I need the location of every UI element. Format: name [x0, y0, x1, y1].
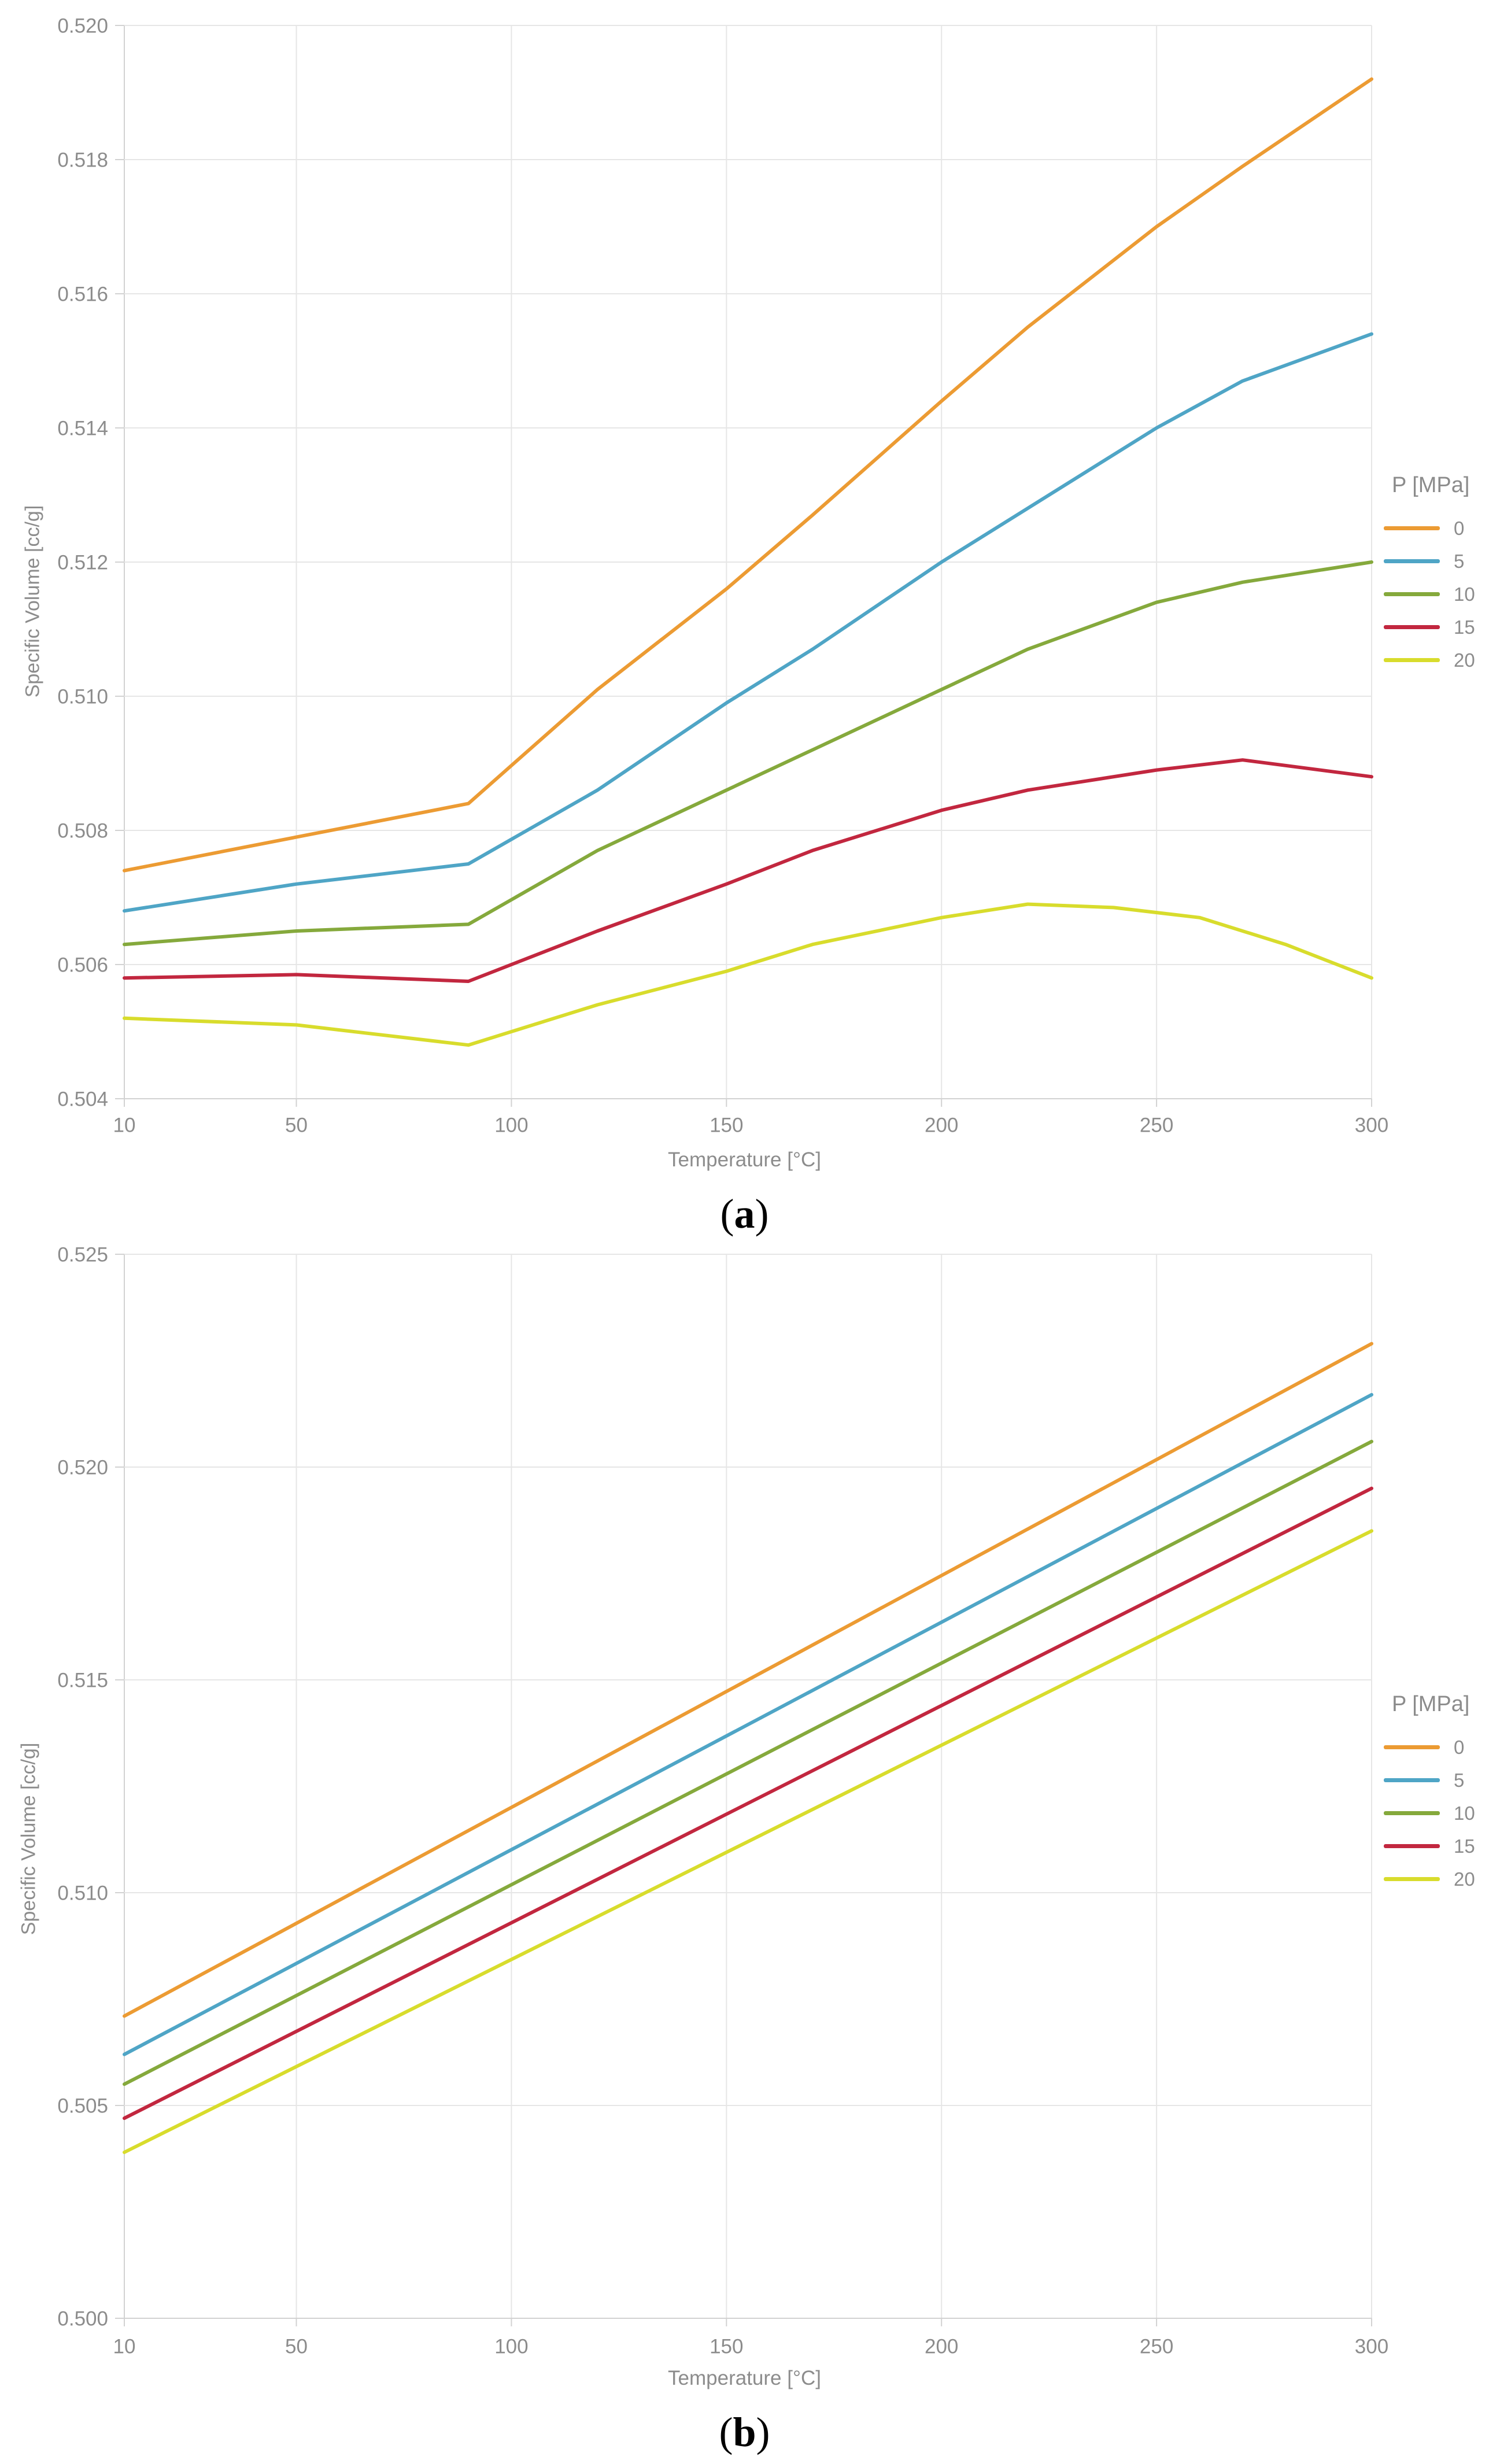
legend-swatch-icon: [1384, 658, 1440, 662]
legend-label: 15: [1454, 1835, 1475, 1857]
legend-item-20mpa: 20: [1378, 644, 1489, 677]
caption-b-post: ): [756, 2409, 770, 2455]
y-tick-label: 0.520: [57, 14, 108, 37]
y-tick-label: 0.518: [57, 149, 108, 171]
legend-label: 10: [1454, 583, 1475, 605]
caption-a-post: ): [755, 1191, 769, 1237]
x-tick-label: 100: [494, 2335, 528, 2358]
x-axis-title-b: Temperature [°C]: [668, 2367, 821, 2389]
y-tick-label: 0.514: [57, 417, 108, 439]
legend-swatch-icon: [1384, 1745, 1440, 1749]
legend-items-a: 0 5 10 15 20: [1378, 512, 1489, 677]
legend-label: 5: [1454, 550, 1465, 572]
caption-a-pre: (: [720, 1191, 734, 1237]
legend-items-b: 0 5 10 15 20: [1378, 1731, 1489, 1896]
caption-b-letter: b: [733, 2409, 756, 2455]
legend-item-0mpa: 0: [1378, 1731, 1489, 1764]
x-tick-label: 100: [494, 1114, 528, 1136]
caption-a: (a): [0, 1190, 1489, 1238]
y-tick-label: 0.505: [57, 2094, 108, 2117]
series-line-0mpa: [123, 77, 1373, 873]
series-line-15mpa: [123, 1486, 1373, 2121]
y-tick-label: 0.520: [57, 1456, 108, 1479]
legend-label: 20: [1454, 649, 1475, 671]
x-tick-label: 150: [710, 1114, 743, 1136]
caption-b: (b): [0, 2408, 1489, 2456]
y-tick-label: 0.508: [57, 819, 108, 842]
legend-swatch-icon: [1384, 1778, 1440, 1782]
legend-label: 15: [1454, 616, 1475, 638]
legend-label: 0: [1454, 1736, 1465, 1758]
x-tick-label: 250: [1140, 2335, 1173, 2358]
series-line-20mpa: [123, 902, 1373, 1047]
chart-panel-a: 10 50 100 150 200 250 300 0.520 0.518 0.516 0.514 0…: [57, 14, 1388, 1136]
legend-swatch-icon: [1384, 526, 1440, 530]
caption-a-letter: a: [734, 1191, 755, 1237]
legend-item-15mpa: 15: [1378, 611, 1489, 644]
legend-label: 5: [1454, 1769, 1465, 1791]
legend-swatch-icon: [1384, 625, 1440, 629]
series-line-10mpa: [123, 1439, 1373, 2086]
legend-title-a: P [MPa]: [1392, 473, 1470, 497]
x-tick-label: 50: [285, 2335, 308, 2358]
legend-item-10mpa: 10: [1378, 578, 1489, 611]
legend-item-5mpa: 5: [1378, 545, 1489, 578]
x-tick-label: 250: [1140, 1114, 1173, 1136]
x-tick-label: 10: [113, 1114, 136, 1136]
x-tick-label: 150: [710, 2335, 743, 2358]
caption-b-pre: (: [719, 2409, 733, 2455]
legend-b: P [MPa] 0 5 10 15 20: [1378, 1692, 1489, 1896]
series-line-5mpa: [123, 332, 1373, 913]
x-tick-label: 200: [925, 1114, 958, 1136]
x-tick-label: 200: [925, 2335, 958, 2358]
legend-swatch-icon: [1384, 1811, 1440, 1815]
x-tick-label: 300: [1355, 2335, 1388, 2358]
x-tick-label: 50: [285, 1114, 308, 1136]
x-tick-label: 300: [1355, 1114, 1388, 1136]
legend-item-20mpa: 20: [1378, 1863, 1489, 1896]
legend-swatch-icon: [1384, 592, 1440, 596]
series-line-20mpa: [123, 1529, 1373, 2154]
legend-swatch-icon: [1384, 1877, 1440, 1881]
legend-label: 10: [1454, 1802, 1475, 1824]
y-tick-label: 0.515: [57, 1669, 108, 1691]
legend-item-15mpa: 15: [1378, 1830, 1489, 1863]
y-tick-label: 0.525: [57, 1243, 108, 1266]
y-tick-label: 0.504: [57, 1088, 108, 1110]
legend-a: P [MPa] 0 5 10 15 20: [1378, 473, 1489, 677]
legend-label: 20: [1454, 1868, 1475, 1890]
legend-swatch-icon: [1384, 559, 1440, 563]
series-line-10mpa: [123, 560, 1373, 947]
legend-item-0mpa: 0: [1378, 512, 1489, 545]
y-tick-label: 0.510: [57, 1882, 108, 1904]
y-tick-label: 0.510: [57, 685, 108, 708]
x-tick-label: 10: [113, 2335, 136, 2358]
series-line-15mpa: [123, 758, 1373, 983]
legend-item-10mpa: 10: [1378, 1797, 1489, 1830]
chart-panel-b: 10 50 100 150 200 250 300 0.525 0.520 0.515 0.510 0…: [57, 1243, 1388, 2358]
y-tick-label: 0.506: [57, 954, 108, 976]
y-tick-label: 0.512: [57, 551, 108, 574]
x-axis-title-a: Temperature [°C]: [668, 1148, 821, 1171]
series-line-0mpa: [123, 1342, 1373, 2018]
legend-label: 0: [1454, 517, 1465, 539]
legend-title-b: P [MPa]: [1392, 1692, 1470, 1716]
series-line-5mpa: [123, 1392, 1373, 2056]
y-tick-label: 0.500: [57, 2307, 108, 2330]
legend-item-5mpa: 5: [1378, 1764, 1489, 1797]
y-tick-label: 0.516: [57, 283, 108, 305]
legend-swatch-icon: [1384, 1844, 1440, 1848]
